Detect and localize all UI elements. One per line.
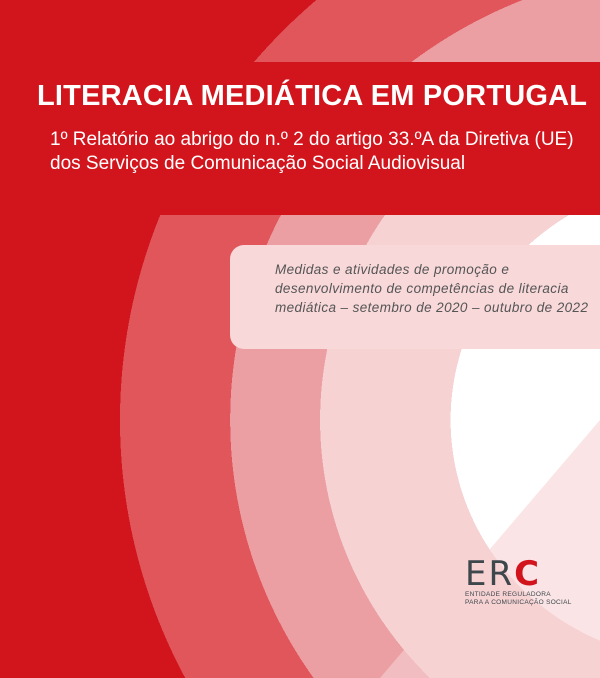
description-text: Medidas e atividades de promoção e desen… — [275, 262, 589, 315]
erc-logo: ERC ENTIDADE REGULADORA PARA A COMUNICAÇ… — [465, 557, 572, 607]
logo-letters: ER — [465, 554, 515, 594]
title-banner: LITERACIA MEDIÁTICA EM PORTUGAL 1º Relat… — [0, 62, 600, 215]
logo-tagline-2: PARA A COMUNICAÇÃO SOCIAL — [465, 599, 572, 606]
subtitle-line-1: 1º Relatório ao abrigo do n.º 2 do artig… — [50, 129, 574, 150]
logo-tagline-1: ENTIDADE REGULADORA — [465, 591, 551, 598]
description-box: Medidas e atividades de promoção e desen… — [230, 245, 600, 349]
document-title: LITERACIA MEDIÁTICA EM PORTUGAL — [37, 80, 588, 112]
subtitle-line-2: dos Serviços de Comunicação Social Audio… — [50, 153, 466, 174]
logo-accent-letter: C — [514, 554, 542, 594]
document-subtitle: 1º Relatório ao abrigo do n.º 2 do artig… — [50, 128, 574, 176]
